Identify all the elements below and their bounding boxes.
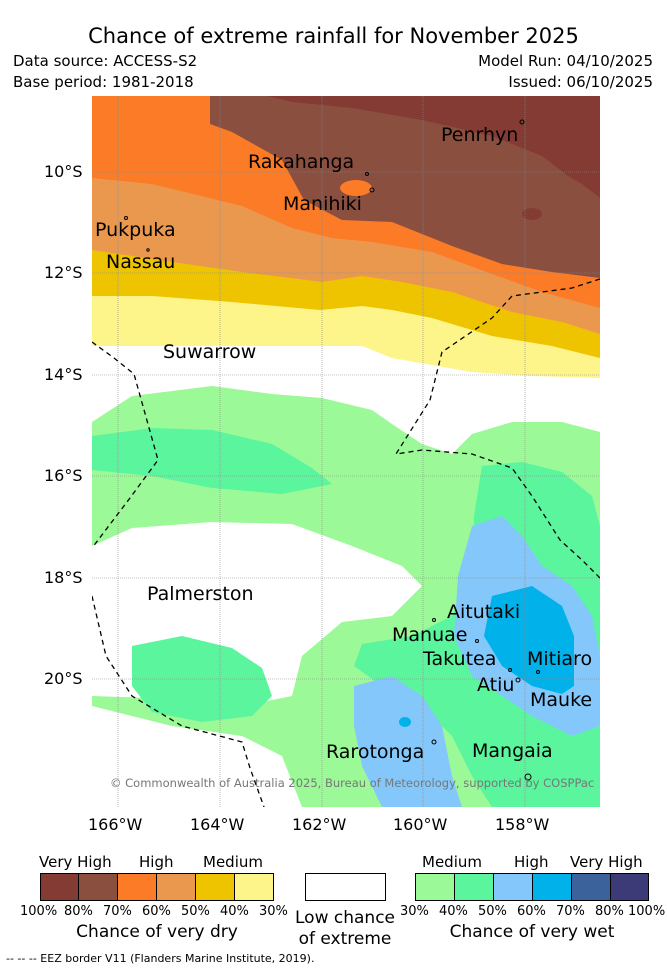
place-manuae: Manuae xyxy=(392,624,468,646)
legend-low-caption-line1: Low chance xyxy=(295,908,395,928)
place-mauke: Mauke xyxy=(530,689,593,711)
rainfall-map: Penrhyn Rakahanga Manihiki Pukpuka Nassa… xyxy=(92,96,600,807)
legend-swatch-dry-high-2 xyxy=(156,873,196,901)
legend-low-caption-line2: of extreme xyxy=(298,929,392,949)
penrhyn-patch xyxy=(522,208,542,220)
legend-wet-tick-80: 80% xyxy=(595,904,624,919)
place-suwarrow: Suwarrow xyxy=(163,341,257,363)
legend-wet-tick-50: 50% xyxy=(478,904,507,919)
legend-swatch-dry-high-1 xyxy=(117,873,157,901)
place-manihiki: Manihiki xyxy=(283,193,362,215)
place-rarotonga: Rarotonga xyxy=(326,741,425,763)
low-chance-south-region xyxy=(92,706,302,807)
lat-label-12s: 12°S xyxy=(44,263,83,282)
rarotonga-high-patch xyxy=(399,717,411,727)
wet-very-high-region xyxy=(484,586,574,694)
wet-high-south-region xyxy=(354,676,462,807)
legend-dry-tick-70: 70% xyxy=(103,904,132,919)
copyright-notice: © Commonwealth of Australia 2025, Bureau… xyxy=(110,776,595,790)
eez-footnote: -- -- -- EEZ border V11 (Flanders Marine… xyxy=(6,952,315,965)
place-palmerston: Palmerston xyxy=(147,583,254,605)
map-title: Chance of extreme rainfall for November … xyxy=(88,24,579,48)
lon-label-160w: 160°W xyxy=(393,815,448,834)
legend-wet-tick-70: 70% xyxy=(556,904,585,919)
legend-swatch-wet-very-high-2 xyxy=(610,873,649,901)
legend-wet-high-header: High xyxy=(514,853,549,871)
legend-wet-tick-30: 30% xyxy=(400,904,429,919)
place-nassau: Nassau xyxy=(106,251,176,273)
island-markers xyxy=(124,119,540,781)
legend-swatch-low-chance xyxy=(305,873,386,901)
place-mangaia: Mangaia xyxy=(472,740,553,762)
legend-dry-medium-header: Medium xyxy=(203,853,263,871)
lat-label-14s: 14°S xyxy=(44,365,83,384)
eez-border xyxy=(92,278,600,807)
legend-swatch-dry-medium-2 xyxy=(234,873,274,901)
legend-wet-tick-100: 100% xyxy=(628,904,666,919)
legend-dry-caption: Chance of very dry xyxy=(76,922,238,942)
legend-dry-tick-100: 100% xyxy=(20,904,58,919)
issued-label: Issued: 06/10/2025 xyxy=(508,73,653,91)
legend-swatch-wet-medium-1 xyxy=(415,873,455,901)
manihiki-high-patch xyxy=(340,180,372,196)
legend-dry-very-high-header: Very High xyxy=(39,853,112,871)
place-takutea: Takutea xyxy=(423,648,497,670)
lon-label-164w: 164°W xyxy=(190,815,245,834)
lat-label-20s: 20°S xyxy=(44,669,83,688)
place-pukpuka: Pukpuka xyxy=(95,219,176,241)
legend-dry-tick-80: 80% xyxy=(64,904,93,919)
place-rakahanga: Rakahanga xyxy=(248,151,355,173)
legend-dry-tick-30: 30% xyxy=(259,904,288,919)
rainfall-map-svg xyxy=(92,96,600,807)
place-aitutaki: Aitutaki xyxy=(447,601,521,623)
lat-label-18s: 18°S xyxy=(44,568,83,587)
place-mitiaro: Mitiaro xyxy=(527,648,593,670)
legend-swatch-dry-medium-1 xyxy=(195,873,235,901)
lon-label-158w: 158°W xyxy=(495,815,550,834)
lon-label-166w: 166°W xyxy=(88,815,143,834)
legend-swatch-dry-very-high-2 xyxy=(78,873,118,901)
legend-swatch-wet-medium-2 xyxy=(454,873,494,901)
legend-wet-tick-60: 60% xyxy=(517,904,546,919)
legend-wet-very-high-header: Very High xyxy=(570,853,643,871)
lon-label-162w: 162°W xyxy=(292,815,347,834)
legend-swatch-wet-high-2 xyxy=(532,873,572,901)
data-source-label: Data source: ACCESS-S2 xyxy=(13,52,198,70)
legend-wet-caption: Chance of very wet xyxy=(449,922,615,942)
model-run-label: Model Run: 04/10/2025 xyxy=(478,52,653,70)
legend-dry-high-header: High xyxy=(139,853,174,871)
wet-medium-strong-north-region xyxy=(92,428,332,494)
legend-swatch-wet-high-1 xyxy=(493,873,533,901)
map-grid xyxy=(92,96,600,807)
lat-label-10s: 10°S xyxy=(44,162,83,181)
legend-wet-medium-header: Medium xyxy=(422,853,482,871)
legend-swatch-wet-very-high-1 xyxy=(571,873,611,901)
dry-very-high-region xyxy=(267,96,600,198)
place-atiu: Atiu xyxy=(477,674,515,696)
legend-dry-tick-60: 60% xyxy=(142,904,171,919)
place-penrhyn: Penrhyn xyxy=(441,124,519,146)
legend-dry-tick-40: 40% xyxy=(220,904,249,919)
dry-very-high-light-region xyxy=(210,96,600,278)
legend-wet-tick-40: 40% xyxy=(439,904,468,919)
base-period-label: Base period: 1981-2018 xyxy=(13,73,194,91)
legend-swatch-dry-very-high-1 xyxy=(40,873,79,901)
lat-label-16s: 16°S xyxy=(44,466,83,485)
legend-dry-tick-50: 50% xyxy=(181,904,210,919)
